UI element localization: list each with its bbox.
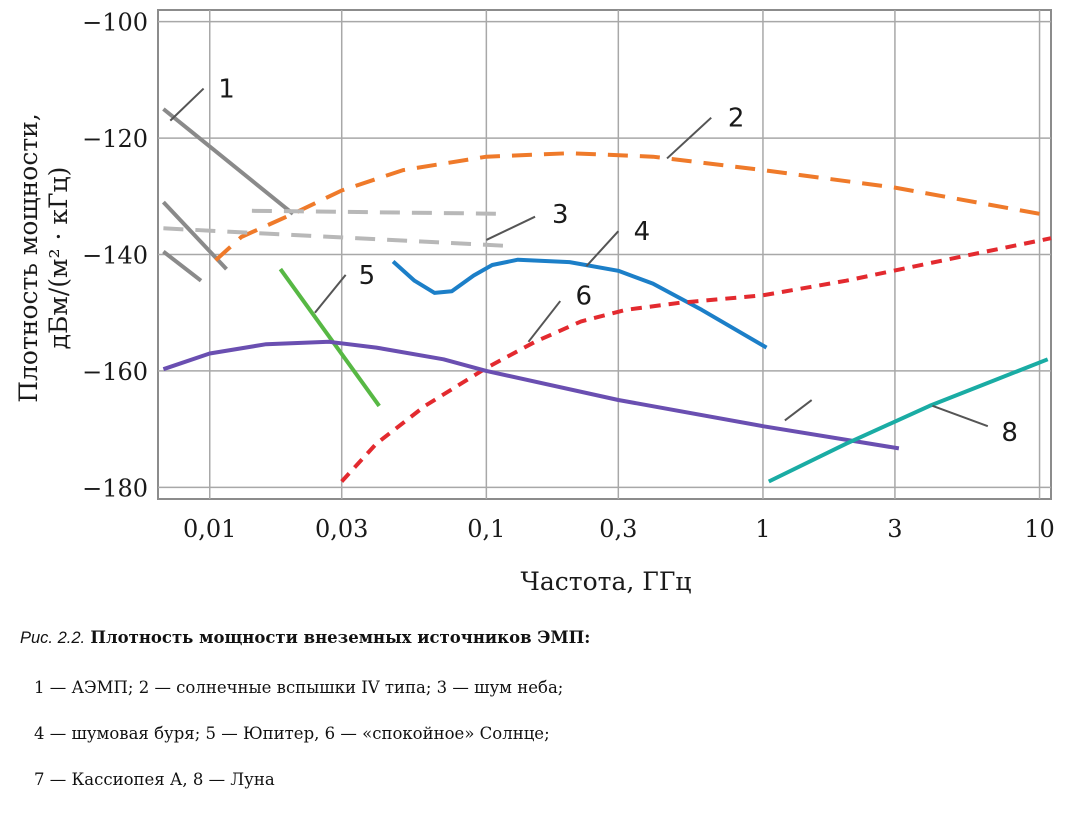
series-4-leader [585,230,620,267]
x-tick-label: 0,01 [183,515,236,543]
y-tick-label: −160 [82,358,148,386]
x-axis-title: Частота, ГГц [521,567,692,596]
series-8-label: 8 [1001,418,1018,448]
series-3-label: 3 [552,200,569,230]
series-1-label: 1 [218,75,235,105]
series-3-line [251,208,506,216]
series-5-leader [314,274,347,314]
figure-caption: Рис. 2.2. Плотность мощности внеземных и… [20,628,1060,816]
y-tick-label: −140 [82,242,148,270]
y-tick-label: −120 [82,125,148,153]
figure-number: Рис. 2.2. [20,629,86,647]
series-2-leader [666,116,712,160]
x-tick-label: 0,3 [599,515,637,543]
series-4-line [391,257,768,350]
x-tick-label: 0,03 [315,515,368,543]
series-5-label: 5 [359,261,376,291]
caption-title: Рис. 2.2. Плотность мощности внеземных и… [20,628,1060,648]
tick-labels: 0,01 0,03 0,1 0,3 1 3 10 −100 −120 −140 −160 −180 [82,9,1055,543]
series-6-leader [527,300,562,343]
caption-legend-line-2: 4 — шумовая буря; 5 — Юпитер, 6 — «споко… [34,724,550,743]
series-1-leader [169,87,205,122]
series-4-label: 4 [634,217,651,247]
series-7-leader [784,399,813,422]
grid [157,9,1052,500]
series-5-line [278,267,381,408]
y-axis-title: Плотность мощности, дБм/(м² · кГц) [14,113,73,403]
series-lines [161,107,1052,484]
series-6-label: 6 [575,281,592,311]
series-2-label: 2 [728,104,745,134]
series-2-line [214,151,1040,262]
figure-title: Плотность мощности внеземных источников … [90,628,591,647]
y-axis-title-line2: дБм/(м² · кГц) [44,167,73,350]
x-tick-label: 1 [755,515,770,543]
series-annotations: 1 2 3 4 5 6 8 [169,75,1018,448]
caption-legend-line-1: 1 — АЭМП; 2 — солнечные вспышки IV типа;… [34,678,564,697]
power-density-chart: 1 2 3 4 5 6 8 0,01 0,03 0,1 0,3 1 3 10 −100 −120 −140 −1… [14,9,1055,596]
series-1-line [162,250,203,283]
series-7-line [162,339,900,451]
y-tick-label: −180 [82,474,148,502]
y-axis-title-line1: Плотность мощности, [14,113,43,403]
y-tick-label: −100 [82,9,148,37]
series-3-line [163,226,506,248]
x-tick-label: 3 [887,515,902,543]
series-8-line [767,357,1049,484]
series-1-line [162,107,295,216]
caption-legend-line-3: 7 — Кассиопея А, 8 — Луна [34,770,275,789]
x-tick-label: 0,1 [467,515,505,543]
series-8-leader [932,404,989,428]
series-6-line [340,236,1052,483]
x-tick-label: 10 [1024,515,1055,543]
series-3-leader [485,215,536,241]
